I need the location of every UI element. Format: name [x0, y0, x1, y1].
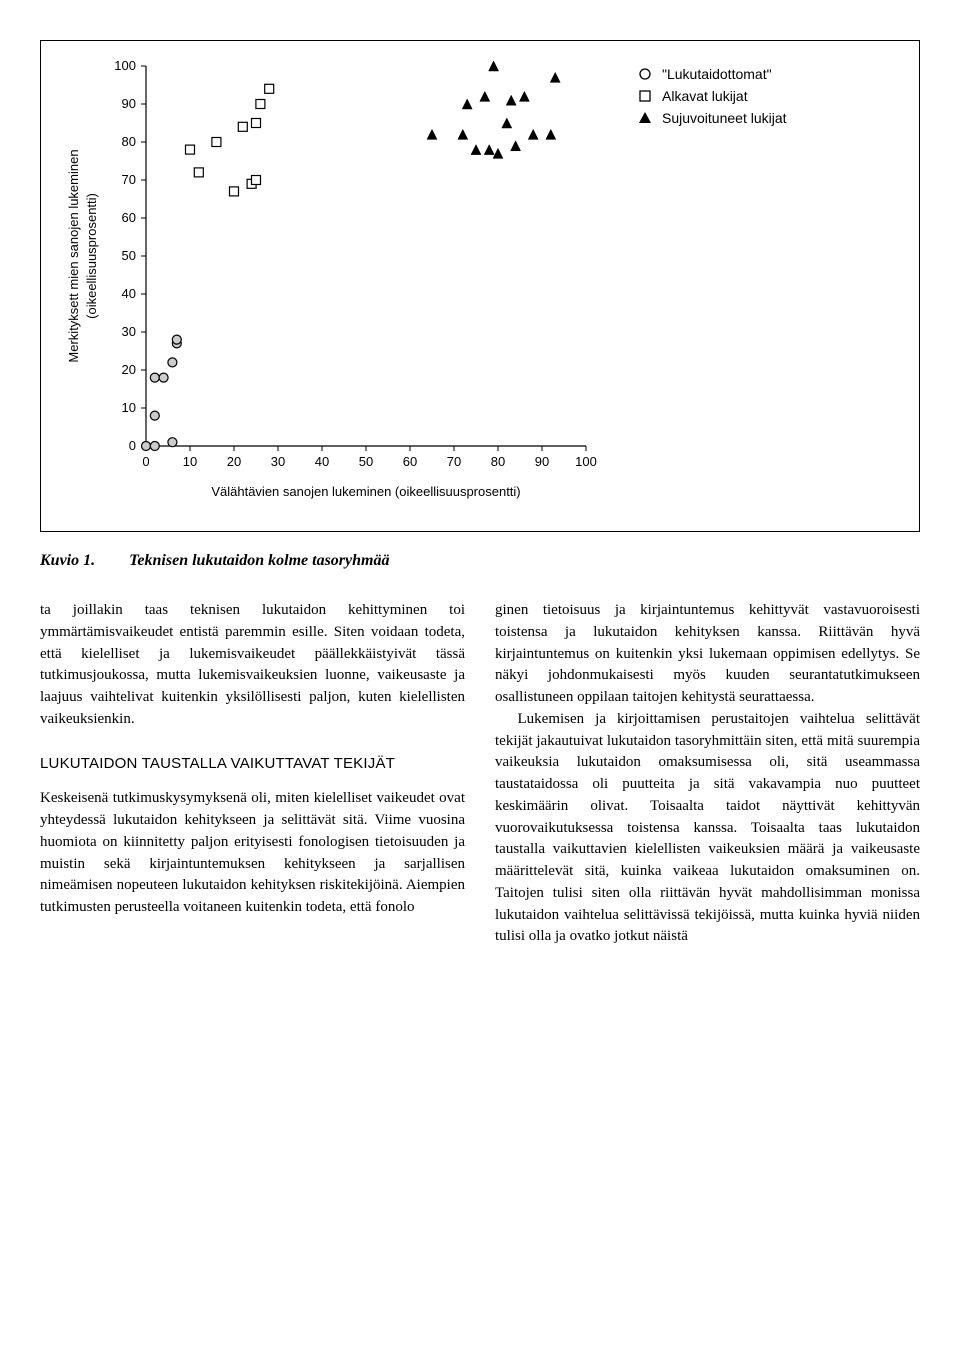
svg-text:70: 70 — [122, 172, 136, 187]
svg-text:80: 80 — [122, 134, 136, 149]
svg-text:20: 20 — [122, 362, 136, 377]
svg-text:Välähtävien sanojen lukeminen: Välähtävien sanojen lukeminen (oikeellis… — [211, 484, 520, 499]
svg-text:100: 100 — [575, 454, 597, 469]
paragraph: ta joillakin taas teknisen lukutaidon ke… — [40, 600, 465, 731]
chart-container: 0 10 20 30 40 50 60 70 80 90 100 0 10 20 30 40 50 60 70 80 9… — [40, 40, 920, 532]
svg-text:60: 60 — [122, 210, 136, 225]
svg-text:90: 90 — [535, 454, 549, 469]
figure-caption: Kuvio 1. Teknisen lukutaidon kolme tasor… — [40, 552, 920, 570]
section-heading: LUKUTAIDON TAUSTALLA VAIKUTTAVAT TEKIJÄT — [40, 753, 465, 775]
svg-text:(oikeellisuusprosentti): (oikeellisuusprosentti) — [84, 193, 99, 319]
svg-text:30: 30 — [271, 454, 285, 469]
svg-text:Merkityksett mien sanojen luke: Merkityksett mien sanojen lukeminen — [66, 149, 81, 362]
body-text: ta joillakin taas teknisen lukutaidon ke… — [40, 600, 920, 948]
caption-label: Kuvio 1. — [40, 552, 95, 569]
svg-text:0: 0 — [142, 454, 149, 469]
legend-label: Alkavat lukijat — [662, 88, 748, 104]
caption-text: Teknisen lukutaidon kolme tasoryhmää — [129, 552, 389, 569]
scatter-chart: 0 10 20 30 40 50 60 70 80 90 100 0 10 20 30 40 50 60 70 80 9… — [56, 56, 616, 521]
svg-text:40: 40 — [122, 286, 136, 301]
svg-text:20: 20 — [227, 454, 241, 469]
svg-text:80: 80 — [491, 454, 505, 469]
svg-text:70: 70 — [447, 454, 461, 469]
svg-text:50: 50 — [359, 454, 373, 469]
paragraph: ginen tietoisuus ja kirjaintuntemus kehi… — [495, 600, 920, 709]
svg-text:10: 10 — [183, 454, 197, 469]
square-icon — [636, 89, 654, 103]
paragraph: Keskeisenä tutkimuskysymyksenä oli, mite… — [40, 788, 465, 919]
chart-legend: "Lukutaidottomat" Alkavat lukijat Sujuvo… — [636, 66, 787, 132]
paragraph: Lukemisen ja kirjoittamisen perustaitoje… — [495, 709, 920, 948]
svg-text:50: 50 — [122, 248, 136, 263]
legend-item-beginning: Alkavat lukijat — [636, 88, 787, 104]
svg-text:90: 90 — [122, 96, 136, 111]
triangle-icon — [636, 111, 654, 125]
legend-item-fluent: Sujuvoituneet lukijat — [636, 110, 787, 126]
legend-label: "Lukutaidottomat" — [662, 66, 772, 82]
circle-icon — [636, 67, 654, 81]
legend-item-illiterate: "Lukutaidottomat" — [636, 66, 787, 82]
svg-text:0: 0 — [129, 438, 136, 453]
svg-text:60: 60 — [403, 454, 417, 469]
svg-text:100: 100 — [114, 58, 136, 73]
svg-text:30: 30 — [122, 324, 136, 339]
svg-text:40: 40 — [315, 454, 329, 469]
legend-label: Sujuvoituneet lukijat — [662, 110, 787, 126]
svg-text:10: 10 — [122, 400, 136, 415]
